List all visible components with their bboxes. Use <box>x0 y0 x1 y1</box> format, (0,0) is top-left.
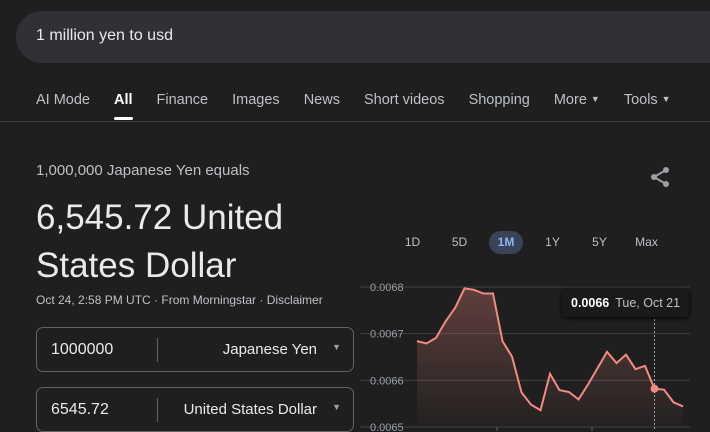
conversion-result: 6,545.72 United States Dollar <box>36 198 284 285</box>
range-1y[interactable]: 1Y <box>545 235 560 249</box>
caret-down-icon: ▼ <box>590 94 600 104</box>
search-input[interactable] <box>36 27 636 45</box>
source-meta: Oct 24, 2:58 PM UTC · From Morningstar ·… <box>36 293 323 307</box>
y-tick-label: 0.0065 <box>370 422 404 431</box>
tab-label: More <box>553 92 587 108</box>
tab-label: All <box>114 92 133 108</box>
area-fill <box>417 288 683 427</box>
divider <box>157 398 158 422</box>
tab-tools[interactable]: Tools ▼ <box>624 92 671 108</box>
tab-short-videos[interactable]: Short videos <box>364 92 445 108</box>
y-tick-label: 0.0066 <box>370 375 404 387</box>
hover-point[interactable] <box>650 384 659 393</box>
chevron-down-icon[interactable]: ▼ <box>332 342 341 352</box>
from-amount-input[interactable]: 1000000 <box>51 341 114 358</box>
tab-label: Tools <box>623 92 658 108</box>
rate-line <box>416 287 684 412</box>
divider <box>157 338 158 362</box>
tab-label: Finance <box>156 92 209 108</box>
tab-label: Shopping <box>468 92 530 108</box>
range-max[interactable]: Max <box>635 235 658 249</box>
tab-images[interactable]: Images <box>232 92 280 108</box>
y-tick-label: 0.0068 <box>370 282 404 294</box>
equals-text: 1,000,000 Japanese Yen equals <box>36 162 250 179</box>
share-icon[interactable] <box>648 165 672 194</box>
tab-label: Short videos <box>363 92 445 108</box>
chart-range-tabs: 1D 5D 1M 1Y 5Y Max <box>389 231 670 254</box>
tab-all[interactable]: All <box>114 92 133 120</box>
tab-more[interactable]: More ▼ <box>554 92 600 108</box>
chevron-down-icon[interactable]: ▼ <box>332 402 341 412</box>
y-tick-label: 0.0067 <box>370 329 404 341</box>
tab-label: AI Mode <box>36 92 90 108</box>
tab-news[interactable]: News <box>304 92 340 108</box>
from-currency-select[interactable]: Japanese Yen <box>222 341 317 358</box>
tab-shopping[interactable]: Shopping <box>469 92 530 108</box>
chart-tooltip: 0.0066 Tue, Oct 21 <box>562 289 690 317</box>
range-1d[interactable]: 1D <box>404 235 421 249</box>
tab-finance[interactable]: Finance <box>157 92 209 108</box>
tooltip-date: Tue, Oct 21 <box>615 296 681 310</box>
tab-ai-mode[interactable]: AI Mode <box>36 92 90 108</box>
tooltip-value: 0.0066 <box>571 296 610 310</box>
divider <box>0 121 710 122</box>
from-currency-field[interactable]: 1000000 Japanese Yen ▼ <box>36 327 354 372</box>
exchange-rate-chart: 0.0068 0.0067 0.0066 0.0065 <box>360 282 690 431</box>
range-5d[interactable]: 5D <box>451 235 468 249</box>
search-tabs: AI Mode All Finance Images News Short videos S… <box>36 92 695 120</box>
range-1m[interactable]: 1M <box>489 231 523 254</box>
to-amount-input[interactable]: 6545.72 <box>51 401 109 418</box>
search-bar[interactable] <box>16 11 710 63</box>
tab-label: News <box>303 92 340 108</box>
range-5y[interactable]: 5Y <box>592 235 607 249</box>
to-currency-select[interactable]: United States Dollar <box>183 401 317 418</box>
caret-down-icon: ▼ <box>661 94 671 104</box>
tab-label: Images <box>232 92 280 108</box>
to-currency-field[interactable]: 6545.72 United States Dollar ▼ <box>36 387 354 432</box>
